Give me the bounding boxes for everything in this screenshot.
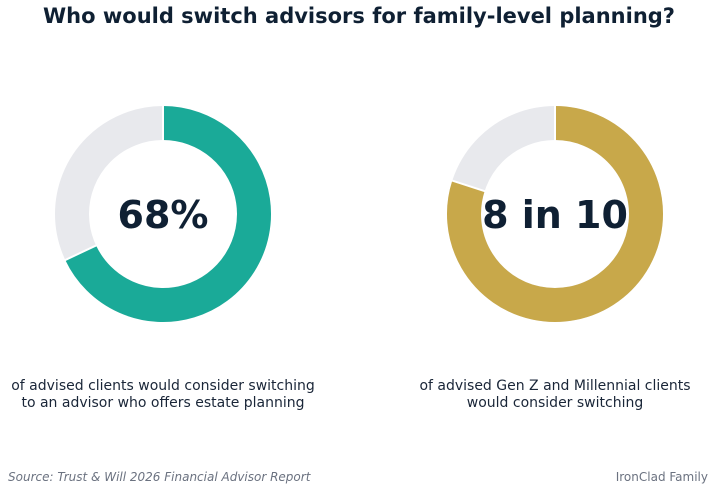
donut-svg-left: 68% — [55, 105, 271, 322]
chart-title: Who would switch advisors for family-lev… — [43, 4, 675, 28]
caption-right: of advised Gen Z and Millennial clients … — [390, 378, 718, 412]
donut-center-label-left: 68% — [118, 193, 209, 237]
donut-separator-right-2 — [451, 179, 486, 193]
source-note: Source: Trust & Will 2026 Financial Advi… — [8, 470, 311, 484]
caption-left: of advised clients would consider switch… — [0, 378, 328, 412]
caption-left-line-1: of advised clients would consider switch… — [11, 378, 315, 394]
brand-label: IronClad Family — [615, 470, 708, 484]
donut-center-label-right: 8 in 10 — [482, 193, 628, 237]
caption-left-line-2: to an advisor who offers estate planning — [21, 395, 305, 411]
caption-right-line-2: would consider switching — [466, 395, 644, 411]
donut-arc-right — [447, 106, 663, 322]
caption-right-line-1: of advised Gen Z and Millennial clients — [419, 378, 691, 394]
donut-separator-left-2 — [63, 244, 98, 262]
donut-svg-right: 8 in 10 — [447, 105, 663, 322]
donut-chart-left: 68% — [45, 96, 281, 332]
donut-chart-right: 8 in 10 — [437, 96, 673, 332]
donut-arc-left — [65, 106, 271, 322]
